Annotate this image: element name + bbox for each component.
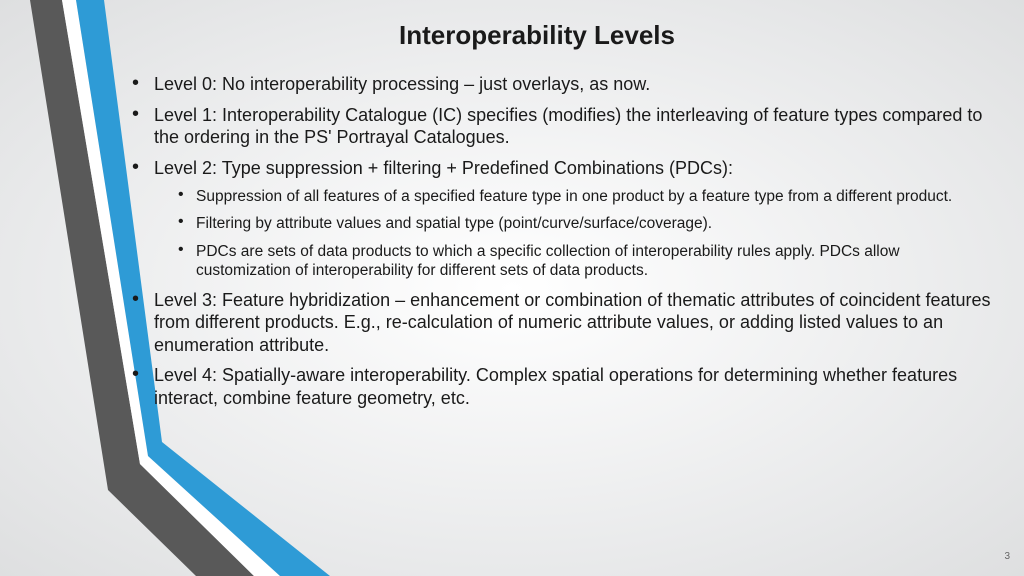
bullet-text: Level 4: Spatially-aware interoperabilit… (154, 365, 957, 408)
bullet-list: Level 0: No interoperability processing … (130, 73, 994, 409)
bullet-item: Level 3: Feature hybridization – enhance… (130, 289, 994, 357)
sub-bullet-item: Filtering by attribute values and spatia… (154, 214, 994, 233)
bullet-item: Level 1: Interoperability Catalogue (IC)… (130, 104, 994, 149)
slide-content: Interoperability Levels Level 0: No inte… (130, 20, 994, 417)
sub-bullet-list: Suppression of all features of a specifi… (154, 187, 994, 281)
bullet-item: Level 4: Spatially-aware interoperabilit… (130, 364, 994, 409)
bullet-text: Level 0: No interoperability processing … (154, 74, 650, 94)
bullet-text: Level 2: Type suppression + filtering + … (154, 158, 733, 178)
slide-title: Interoperability Levels (80, 20, 994, 51)
sub-bullet-item: PDCs are sets of data products to which … (154, 242, 994, 281)
bullet-item: Level 2: Type suppression + filtering + … (130, 157, 994, 281)
sub-bullet-item: Suppression of all features of a specifi… (154, 187, 994, 206)
bullet-item: Level 0: No interoperability processing … (130, 73, 994, 96)
page-number: 3 (1004, 551, 1010, 562)
bullet-text: Level 1: Interoperability Catalogue (IC)… (154, 105, 982, 148)
bullet-text: Level 3: Feature hybridization – enhance… (154, 290, 990, 355)
